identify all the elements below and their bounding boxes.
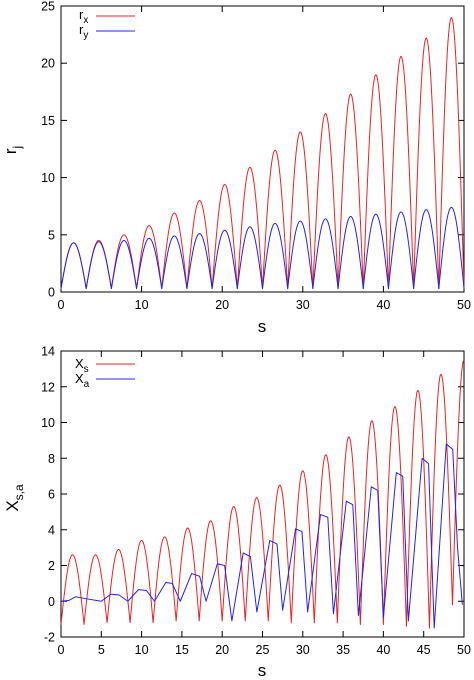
y-tick-label: 0 xyxy=(48,595,55,609)
bottom-legend-label-xs-main: X xyxy=(75,356,84,371)
x-tick-label: 15 xyxy=(175,643,189,657)
bottom-y-axis-title-main: X xyxy=(3,500,22,511)
x-tick-label: 50 xyxy=(457,298,471,312)
top-x-axis-title: s xyxy=(258,317,267,336)
top-legend-label-rx-sub: x xyxy=(83,15,88,26)
x-tick-label: 20 xyxy=(215,643,229,657)
y-tick-label: -2 xyxy=(44,631,55,645)
y-tick-label: 8 xyxy=(48,452,55,466)
y-tick-label: 14 xyxy=(41,345,55,359)
x-tick-label: 45 xyxy=(417,643,431,657)
top-series-lines xyxy=(60,16,465,290)
bottom-y-axis-title-sub: s,a xyxy=(12,484,26,500)
top-legend-label-ry-main: r xyxy=(79,22,84,37)
top-legend-label-rx-main: r xyxy=(79,7,84,22)
x-tick-label: 0 xyxy=(58,643,65,657)
y-tick-label: 12 xyxy=(41,380,55,394)
bottom-ticks xyxy=(60,350,465,638)
y-tick-label: 10 xyxy=(41,171,55,185)
y-tick-label: 15 xyxy=(41,114,55,128)
y-tick-label: 10 xyxy=(41,416,55,430)
series-line-xs xyxy=(60,359,465,629)
bottom-legend-label-xa: Xa xyxy=(75,371,90,390)
x-tick-label: 40 xyxy=(376,643,390,657)
x-tick-label: 30 xyxy=(296,298,310,312)
top-legend-label-rx: rx xyxy=(79,7,88,26)
bottom-legend-label-xs: Xs xyxy=(75,356,89,375)
top-ticks xyxy=(60,5,465,293)
series-line-ry xyxy=(60,206,465,290)
x-tick-label: 10 xyxy=(135,643,149,657)
y-tick-label: 25 xyxy=(41,0,55,14)
bottom-x-axis-title: s xyxy=(258,661,267,680)
y-tick-label: 6 xyxy=(48,488,55,502)
series-line-rx xyxy=(60,16,465,290)
bottom-series-lines xyxy=(60,359,465,629)
y-tick-label: 2 xyxy=(48,559,55,573)
top-tick-labels: 0 10 20 30 40 50 0 5 10 15 20 25 xyxy=(41,0,471,312)
x-tick-label: 30 xyxy=(296,643,310,657)
x-tick-label: 0 xyxy=(58,298,65,312)
top-y-axis-title: rj xyxy=(1,146,24,154)
bottom-legend-label-xa-main: X xyxy=(75,371,84,386)
bottom-legend-label-xa-sub: a xyxy=(84,379,90,390)
top-legend-label-ry-sub: y xyxy=(83,30,88,41)
x-tick-label: 20 xyxy=(215,298,229,312)
bottom-legend-label-xs-sub: s xyxy=(84,364,89,375)
x-tick-label: 25 xyxy=(256,643,270,657)
y-tick-label: 4 xyxy=(48,523,55,537)
top-legend: rx ry xyxy=(79,7,135,41)
x-tick-label: 10 xyxy=(135,298,149,312)
x-tick-label: 35 xyxy=(336,643,350,657)
x-tick-label: 50 xyxy=(457,643,471,657)
x-tick-label: 5 xyxy=(98,643,105,657)
top-y-axis-title-sub: j xyxy=(10,146,24,150)
y-tick-label: 5 xyxy=(48,228,55,242)
y-tick-label: 0 xyxy=(48,286,55,300)
top-legend-label-ry: ry xyxy=(79,22,88,41)
top-y-axis-title-main: r xyxy=(1,148,20,154)
series-line-xa xyxy=(60,443,463,629)
bottom-legend: Xs Xa xyxy=(75,356,135,390)
y-tick-label: 20 xyxy=(41,57,55,71)
bottom-y-axis-title: Xs,a xyxy=(3,484,26,512)
x-tick-label: 40 xyxy=(376,298,390,312)
top-plot-frame xyxy=(60,5,465,293)
